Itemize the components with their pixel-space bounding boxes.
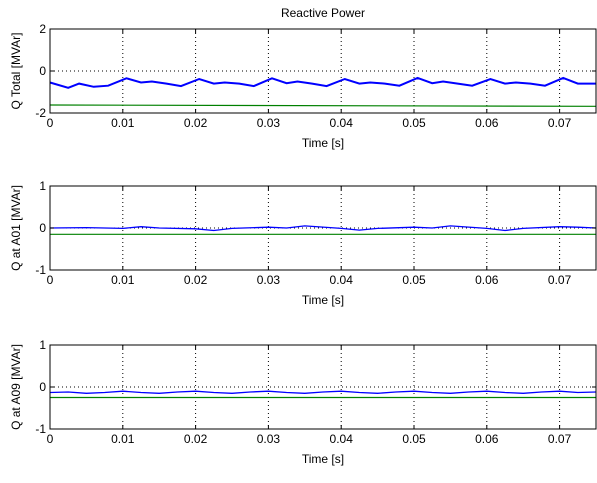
x-tick-label: 0.05: [402, 273, 426, 287]
y-tick-label: 0: [39, 64, 46, 78]
y-tick-label: 1: [39, 338, 46, 352]
x-tick-label: 0.06: [475, 432, 499, 446]
x-tick-label: 0.02: [184, 273, 208, 287]
y-tick-label: 0: [39, 221, 46, 235]
x-tick-label: 0.05: [402, 432, 426, 446]
x-tick-label: 0.03: [257, 116, 281, 130]
series-line-2: [49, 104, 597, 107]
x-tick-label: 0.02: [184, 116, 208, 130]
x-tick-label: 0.07: [548, 432, 572, 446]
y-tick-label: 2: [39, 22, 46, 36]
y-tick-label: -1: [35, 263, 46, 277]
x-tick-label: 0.06: [475, 116, 499, 130]
series-line-1: [49, 390, 597, 394]
x-tick-label: 0.01: [111, 432, 135, 446]
x-tick-label: 0.06: [475, 273, 499, 287]
x-tick-label: 0.01: [111, 116, 135, 130]
x-tick-label: 0.02: [184, 432, 208, 446]
y-tick-label: -2: [35, 106, 46, 120]
y-axis-label: Q at A09 [MVAr]: [9, 344, 23, 430]
x-tick-label: 0.07: [548, 116, 572, 130]
x-axis-label: Time [s]: [302, 293, 344, 307]
x-tick-label: 0: [47, 432, 54, 446]
x-tick-label: 0.05: [402, 116, 426, 130]
x-tick-label: 0: [47, 116, 54, 130]
x-axis-label: Time [s]: [302, 136, 344, 150]
y-axis-label: Q at A01 [MVAr]: [9, 185, 23, 271]
series-line-1: [49, 225, 597, 232]
x-tick-label: 0.04: [330, 116, 354, 130]
x-tick-label: 0.03: [257, 432, 281, 446]
y-tick-label: -1: [35, 422, 46, 436]
y-tick-label: 1: [39, 179, 46, 193]
x-tick-label: 0.01: [111, 273, 135, 287]
x-axis-label: Time [s]: [302, 452, 344, 466]
y-tick-label: 0: [39, 380, 46, 394]
x-tick-label: 0.04: [330, 432, 354, 446]
x-tick-label: 0: [47, 273, 54, 287]
x-tick-label: 0.04: [330, 273, 354, 287]
x-tick-label: 0.03: [257, 273, 281, 287]
series-line-1: [49, 76, 596, 89]
x-tick-label: 0.07: [548, 273, 572, 287]
y-axis-label: Q Total [MVAr]: [9, 33, 23, 110]
chart-title: Reactive Power: [281, 6, 365, 20]
